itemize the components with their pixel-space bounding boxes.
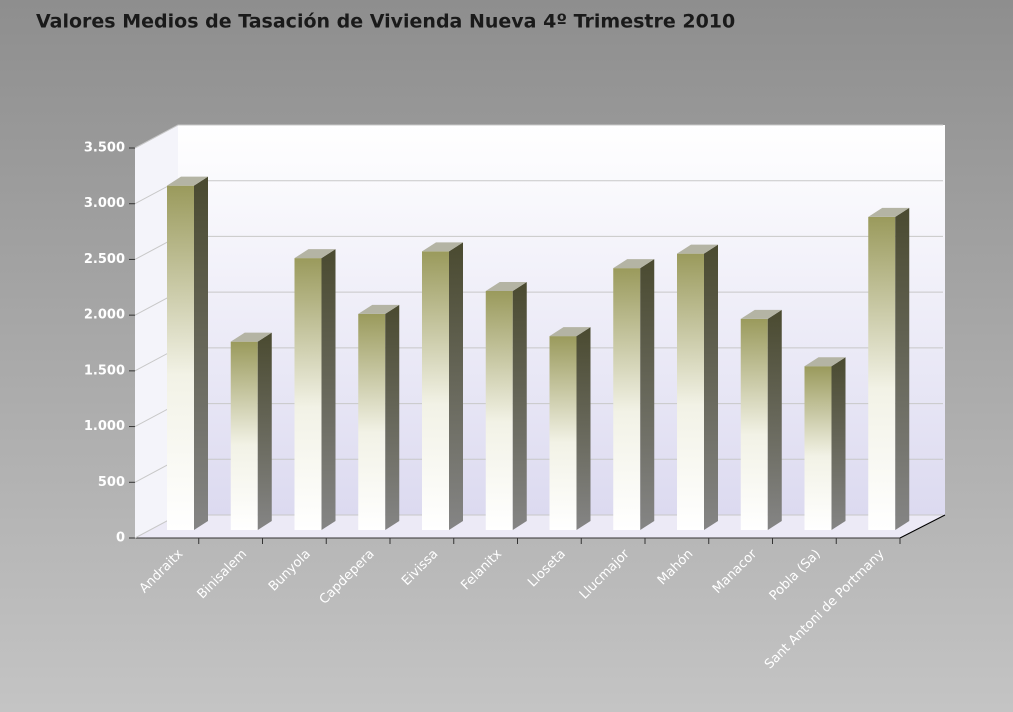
bar-top — [358, 304, 400, 314]
bar-top — [868, 207, 910, 217]
bar-side — [767, 309, 782, 530]
bar-top — [422, 242, 463, 252]
bar-side — [831, 357, 846, 530]
y-tick-label: 500 — [98, 475, 125, 490]
y-tick-label: 1.500 — [84, 363, 125, 378]
bar — [294, 258, 322, 530]
y-tick-label: 2.500 — [84, 252, 125, 267]
bar-top — [613, 259, 655, 269]
bar-side — [321, 249, 336, 530]
chart-title: Valores Medios de Tasación de Vivienda N… — [36, 11, 735, 33]
bar — [485, 290, 513, 530]
bar-side — [640, 259, 655, 530]
grid-line — [134, 124, 943, 149]
y-tick-label: 3.500 — [84, 141, 125, 156]
bar-top — [230, 332, 272, 342]
y-tick-label: 3.000 — [84, 196, 125, 211]
bar — [549, 336, 577, 530]
bar-top — [677, 244, 718, 254]
y-tick-label: 1.000 — [84, 419, 125, 434]
bar-top — [549, 327, 591, 337]
bar — [868, 216, 896, 530]
bar-top — [167, 176, 208, 186]
bar — [422, 251, 449, 530]
bar — [804, 366, 832, 530]
bar-side — [194, 176, 208, 530]
bar-top — [804, 357, 846, 367]
bar-top — [294, 249, 336, 259]
y-tick-label: 0 — [116, 531, 125, 546]
bar-side — [257, 332, 272, 530]
bar — [740, 318, 768, 530]
bar-side — [385, 304, 400, 530]
bar-side — [576, 327, 591, 530]
bar — [167, 185, 194, 530]
y-tick-label: 2.000 — [84, 308, 125, 323]
bar-side — [512, 281, 527, 530]
bar-top — [740, 309, 782, 319]
bar — [677, 253, 704, 530]
bar — [358, 313, 386, 530]
bar-side — [704, 244, 718, 530]
floor-edge — [899, 514, 946, 539]
bar-top — [485, 281, 527, 291]
bar-side — [895, 207, 910, 530]
bar — [230, 341, 258, 530]
bar — [613, 268, 641, 530]
bar-side — [449, 242, 463, 530]
